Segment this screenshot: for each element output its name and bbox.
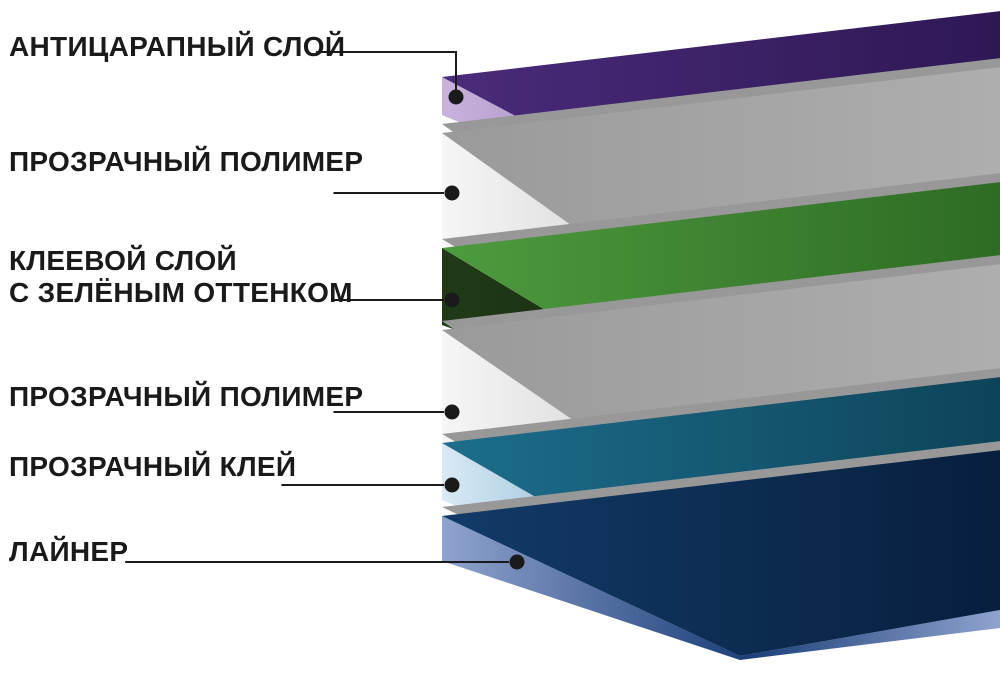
svg-text:ЛАЙНЕР: ЛАЙНЕР bbox=[9, 535, 128, 567]
svg-text:ПРОЗРАЧНЫЙ ПОЛИМЕР: ПРОЗРАЧНЫЙ ПОЛИМЕР bbox=[9, 145, 363, 177]
svg-text:КЛЕЕВОЙ СЛОЙ: КЛЕЕВОЙ СЛОЙ bbox=[9, 244, 237, 276]
svg-text:ПРОЗРАЧНЫЙ КЛЕЙ: ПРОЗРАЧНЫЙ КЛЕЙ bbox=[9, 450, 296, 482]
svg-text:ПРОЗРАЧНЫЙ ПОЛИМЕР: ПРОЗРАЧНЫЙ ПОЛИМЕР bbox=[9, 380, 363, 412]
svg-text:АНТИЦАРАПНЫЙ СЛОЙ: АНТИЦАРАПНЫЙ СЛОЙ bbox=[9, 30, 345, 62]
svg-text:С ЗЕЛЁНЫМ ОТТЕНКОМ: С ЗЕЛЁНЫМ ОТТЕНКОМ bbox=[9, 277, 353, 308]
